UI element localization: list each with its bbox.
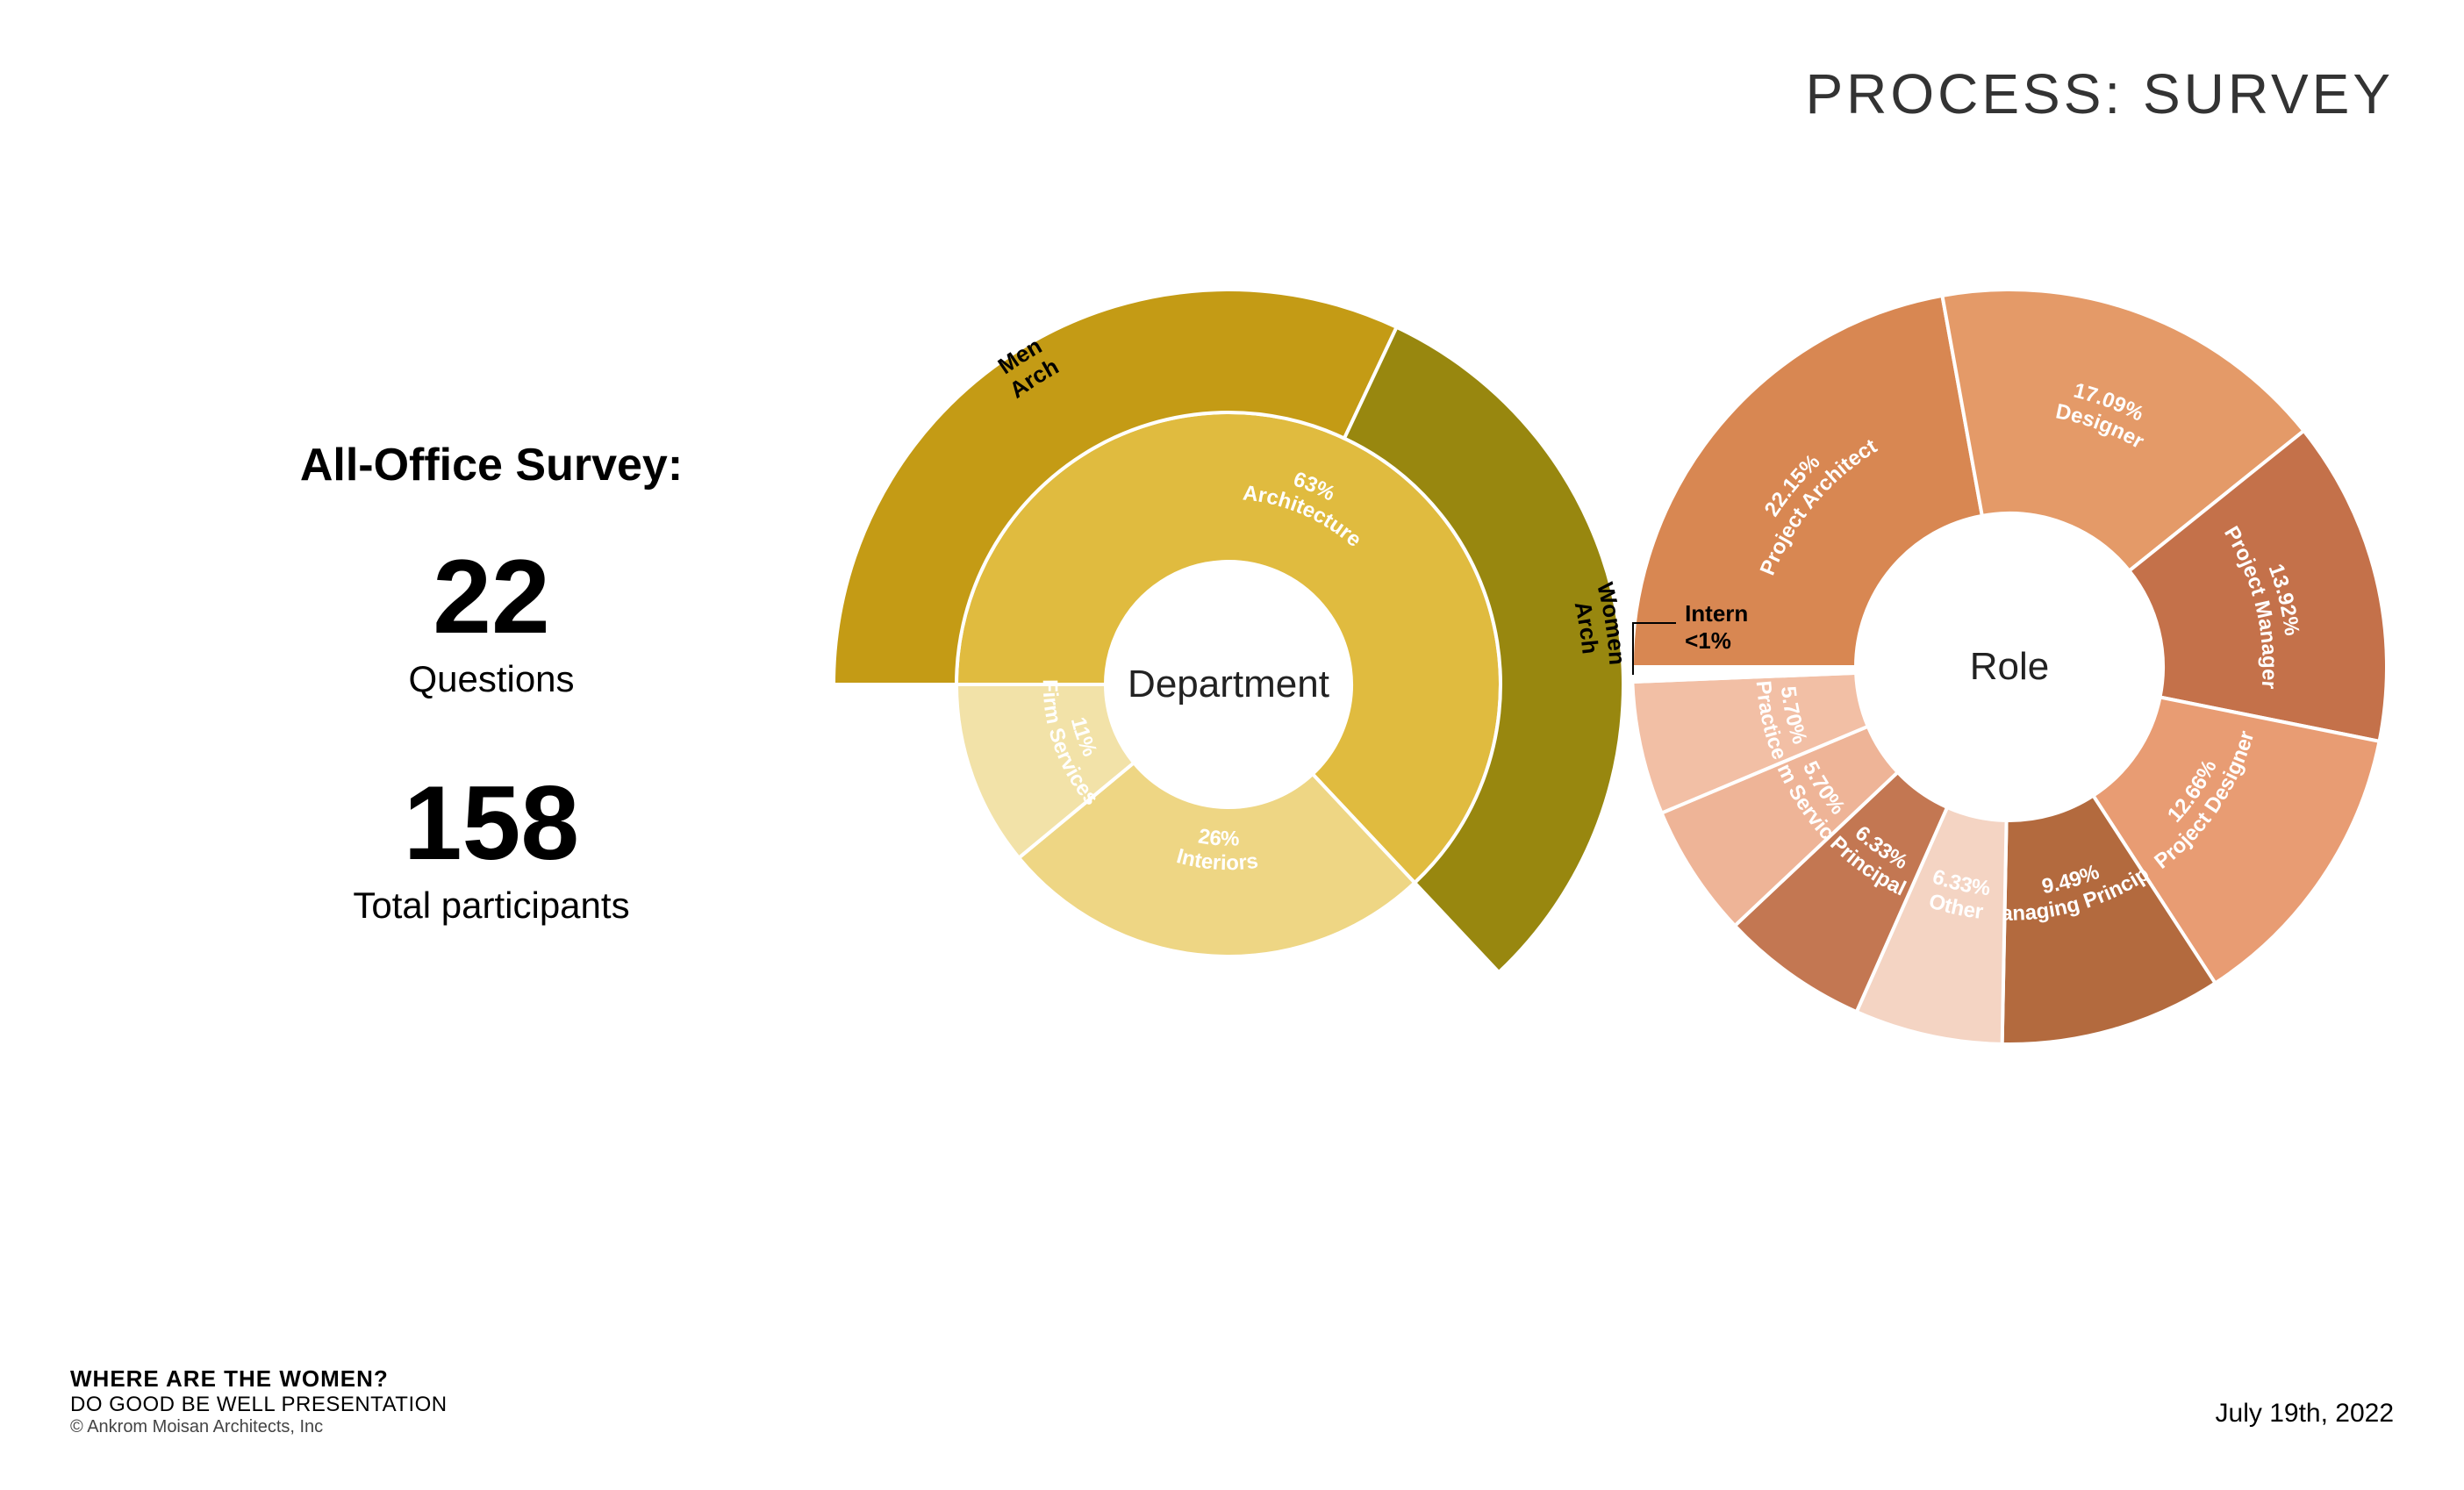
department-chart: Architecture63%Interiors26%Firm Services…: [816, 272, 1641, 1097]
questions-label: Questions: [228, 658, 755, 700]
role-chart-center-label: Role: [1970, 645, 2050, 689]
role-chart: Project Architect22.15%Designer17.09%Pro…: [1597, 254, 2422, 1079]
participants-value: 158: [228, 770, 755, 876]
intern-callout-label: Intern<1%: [1685, 600, 1748, 655]
page-title: PROCESS: SURVEY: [1805, 61, 2394, 126]
department-chart-center-label: Department: [1128, 663, 1329, 706]
footer: WHERE ARE THE WOMEN? DO GOOD BE WELL PRE…: [70, 1365, 448, 1437]
stats-block: All-Office Survey: 22 Questions 158 Tota…: [228, 439, 755, 927]
slide: PROCESS: SURVEY All-Office Survey: 22 Qu…: [0, 0, 2464, 1490]
svg-text:26%: 26%: [1197, 825, 1240, 851]
footer-title: WHERE ARE THE WOMEN?: [70, 1365, 448, 1393]
participants-label: Total participants: [228, 885, 755, 927]
footer-copyright: © Ankrom Moisan Architects, Inc: [70, 1417, 448, 1437]
footer-subtitle: DO GOOD BE WELL PRESENTATION: [70, 1393, 448, 1417]
footer-date: July 19th, 2022: [2216, 1399, 2394, 1429]
survey-title: All-Office Survey:: [228, 439, 755, 491]
questions-value: 22: [228, 544, 755, 649]
